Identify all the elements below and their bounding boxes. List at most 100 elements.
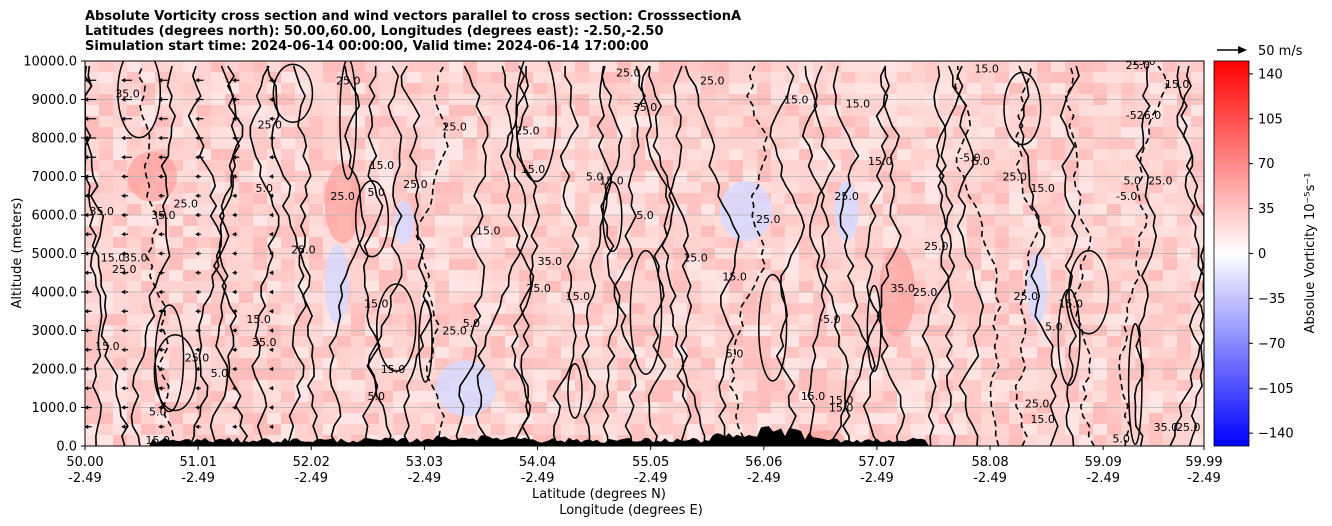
field-cell: [323, 72, 337, 83]
field-cell: [1163, 127, 1177, 138]
field-cell: [267, 303, 281, 314]
field-cell: [407, 204, 421, 215]
field-cell: [673, 314, 687, 325]
field-cell: [1079, 270, 1093, 281]
field-cell: [589, 358, 603, 369]
wind-vector-head-icon: [232, 386, 237, 391]
field-cell: [1079, 160, 1093, 171]
contour-label: 15.0: [1030, 413, 1055, 426]
field-cell: [449, 237, 463, 248]
field-cell: [99, 72, 113, 83]
field-cell: [351, 435, 365, 446]
field-cell: [379, 215, 393, 226]
field-cell: [491, 83, 505, 94]
field-cell: [309, 358, 323, 369]
field-cell: [365, 204, 379, 215]
field-cell: [239, 193, 253, 204]
field-cell: [603, 127, 617, 138]
field-cell: [995, 83, 1009, 94]
field-cell: [435, 259, 449, 270]
field-cell: [477, 182, 491, 193]
field-cell: [995, 391, 1009, 402]
field-cell: [407, 72, 421, 83]
field-cell: [981, 127, 995, 138]
wind-vector-head-icon: [85, 405, 89, 410]
contour-label: 25.0: [185, 351, 210, 364]
field-cell: [911, 83, 925, 94]
field-cell: [365, 193, 379, 204]
contour-line: [500, 65, 535, 446]
field-cell: [1093, 358, 1107, 369]
field-cell: [855, 413, 869, 424]
x-tick-label-longitude: -2.49: [860, 471, 894, 486]
field-cell: [463, 105, 477, 116]
field-cell: [1149, 314, 1163, 325]
field-cell: [561, 226, 575, 237]
field-cell: [1093, 259, 1107, 270]
field-cell: [1177, 391, 1191, 402]
wind-vector-head-icon: [269, 386, 274, 391]
contour-loop: [418, 299, 433, 383]
field-cell: [869, 303, 883, 314]
field-cell: [1149, 182, 1163, 193]
field-cell: [897, 149, 911, 160]
field-cell: [631, 281, 645, 292]
field-cell: [631, 369, 645, 380]
field-cell: [1079, 138, 1093, 149]
field-cell: [855, 193, 869, 204]
field-cell: [351, 138, 365, 149]
wind-vector-head-icon: [195, 116, 200, 121]
field-cell: [729, 270, 743, 281]
field-cell: [85, 226, 99, 237]
field-cell: [827, 215, 841, 226]
field-cell: [1177, 193, 1191, 204]
field-cell: [491, 259, 505, 270]
field-cell: [505, 336, 519, 347]
colorbar-tick-label: 35: [1258, 202, 1275, 217]
field-cell: [393, 336, 407, 347]
field-cell: [589, 292, 603, 303]
field-cell: [813, 116, 827, 127]
field-cell: [855, 292, 869, 303]
field-cell: [351, 105, 365, 116]
field-cell: [1121, 347, 1135, 358]
field-cell: [701, 391, 715, 402]
field-cell: [281, 138, 295, 149]
field-cell: [309, 369, 323, 380]
field-cell: [407, 413, 421, 424]
field-cell: [1051, 149, 1065, 160]
field-cell: [911, 314, 925, 325]
field-cell: [645, 281, 659, 292]
wind-vector-head-icon: [85, 174, 89, 179]
field-cell: [729, 237, 743, 248]
field-cell: [281, 270, 295, 281]
field-cell: [211, 193, 225, 204]
field-cell: [561, 193, 575, 204]
field-cell: [225, 314, 239, 325]
field-cell: [127, 391, 141, 402]
x-tick-label-longitude: -2.49: [408, 471, 442, 486]
field-cell: [281, 380, 295, 391]
field-cell: [645, 116, 659, 127]
field-cell: [533, 204, 547, 215]
field-cell: [575, 435, 589, 446]
field-cell: [435, 314, 449, 325]
field-cell: [351, 347, 365, 358]
field-cell: [1107, 281, 1121, 292]
field-cell: [99, 61, 113, 72]
field-cell: [1009, 391, 1023, 402]
field-cell: [827, 358, 841, 369]
contour-label: 5.0: [463, 317, 481, 330]
field-cell: [407, 193, 421, 204]
field-cell: [701, 105, 715, 116]
field-cell: [141, 435, 155, 446]
field-cell: [617, 116, 631, 127]
field-cell: [463, 303, 477, 314]
field-cell: [309, 83, 323, 94]
wind-vector-head-icon: [195, 78, 200, 83]
field-cell: [785, 358, 799, 369]
field-cell: [827, 336, 841, 347]
field-cell: [533, 61, 547, 72]
field-cell: [1177, 204, 1191, 215]
wind-vector-head-icon: [269, 116, 274, 121]
